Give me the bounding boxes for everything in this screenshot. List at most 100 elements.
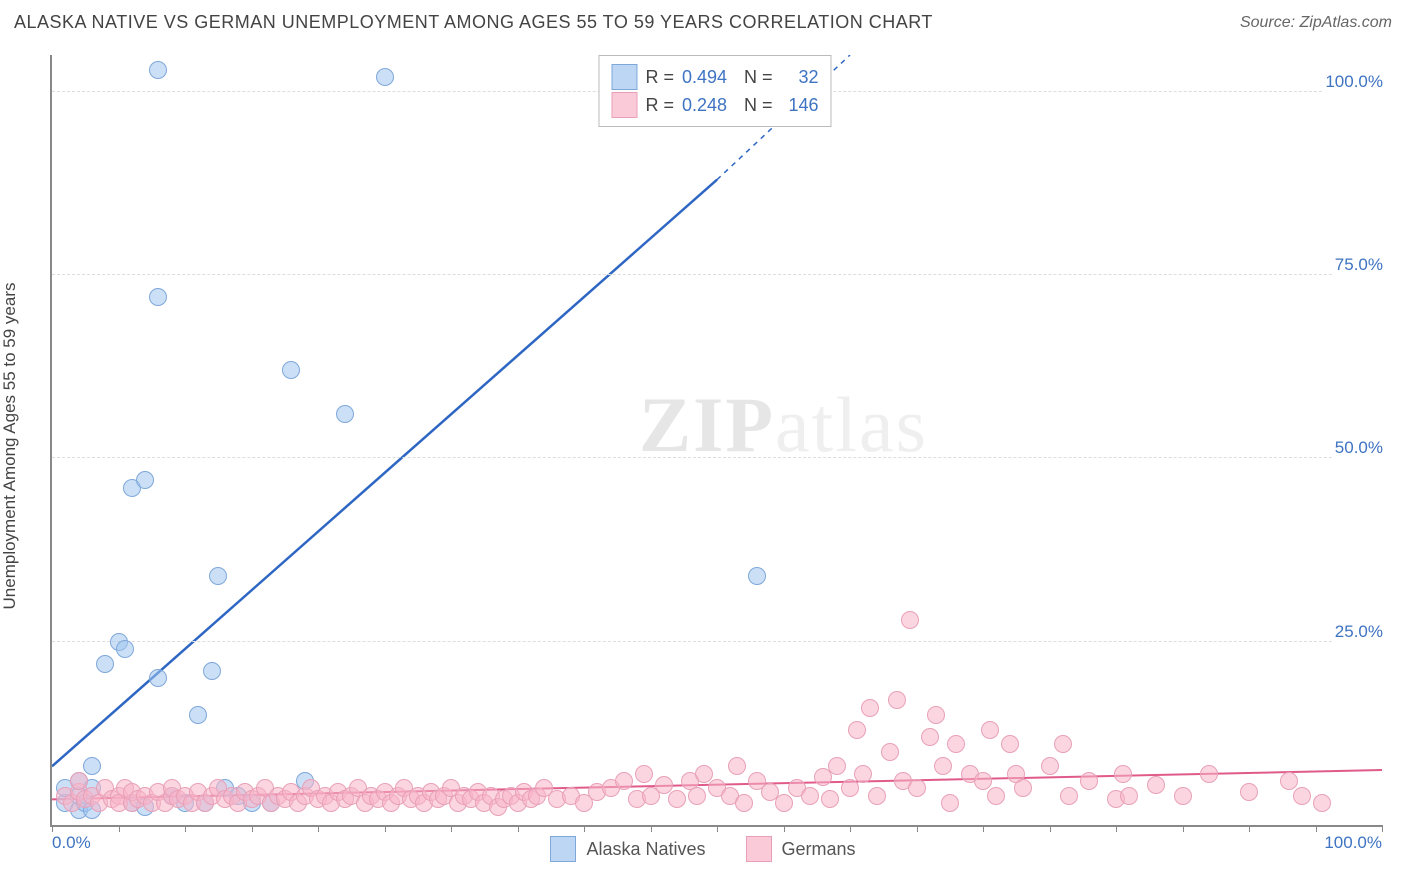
- x-tick: [518, 825, 519, 832]
- data-point: [336, 405, 354, 423]
- legend-label: Alaska Natives: [586, 839, 705, 860]
- x-tick: [651, 825, 652, 832]
- data-point: [841, 779, 859, 797]
- data-point: [854, 765, 872, 783]
- data-point: [635, 765, 653, 783]
- data-point: [801, 787, 819, 805]
- data-point: [615, 772, 633, 790]
- data-point: [775, 794, 793, 812]
- data-point: [1080, 772, 1098, 790]
- data-point: [941, 794, 959, 812]
- y-axis-label: Unemployment Among Ages 55 to 59 years: [0, 283, 20, 610]
- gridline: [52, 274, 1382, 275]
- data-point: [888, 691, 906, 709]
- data-point: [203, 662, 221, 680]
- data-point: [1120, 787, 1138, 805]
- data-point: [1014, 779, 1032, 797]
- data-point: [868, 787, 886, 805]
- data-point: [848, 721, 866, 739]
- data-point: [189, 706, 207, 724]
- x-tick: [52, 825, 53, 832]
- data-point: [1313, 794, 1331, 812]
- data-point: [376, 68, 394, 86]
- data-point: [934, 757, 952, 775]
- data-point: [861, 699, 879, 717]
- data-point: [668, 790, 686, 808]
- x-tick: [1249, 825, 1250, 832]
- r-label: R =: [645, 95, 674, 116]
- x-tick: [252, 825, 253, 832]
- data-point: [1060, 787, 1078, 805]
- data-point: [748, 567, 766, 585]
- data-point: [1054, 735, 1072, 753]
- plot-region: ZIPatlas 25.0%50.0%75.0%100.0%0.0%100.0%: [50, 55, 1382, 827]
- data-point: [136, 471, 154, 489]
- gridline: [52, 641, 1382, 642]
- chart-area: ZIPatlas 25.0%50.0%75.0%100.0%0.0%100.0%…: [50, 55, 1380, 825]
- x-tick: [185, 825, 186, 832]
- x-tick: [983, 825, 984, 832]
- data-point: [728, 757, 746, 775]
- data-point: [974, 772, 992, 790]
- n-value: 32: [781, 67, 819, 88]
- x-tick: [1050, 825, 1051, 832]
- trend-lines: [52, 55, 1382, 825]
- data-point: [96, 655, 114, 673]
- y-tick-label: 100.0%: [1323, 72, 1385, 92]
- data-point: [282, 361, 300, 379]
- data-point: [149, 61, 167, 79]
- x-tick: [318, 825, 319, 832]
- data-point: [1147, 776, 1165, 794]
- data-point: [908, 779, 926, 797]
- gridline: [52, 457, 1382, 458]
- r-value: 0.248: [682, 95, 736, 116]
- data-point: [116, 640, 134, 658]
- data-point: [209, 567, 227, 585]
- legend-swatch-icon: [550, 836, 576, 862]
- stats-row: R =0.248N =146: [611, 92, 818, 118]
- data-point: [987, 787, 1005, 805]
- data-point: [1293, 787, 1311, 805]
- x-tick: [1116, 825, 1117, 832]
- x-tick: [119, 825, 120, 832]
- x-tick: [1382, 825, 1383, 832]
- x-tick: [1183, 825, 1184, 832]
- data-point: [149, 288, 167, 306]
- x-tick: [784, 825, 785, 832]
- series-swatch-icon: [611, 92, 637, 118]
- data-point: [735, 794, 753, 812]
- data-point: [821, 790, 839, 808]
- data-point: [981, 721, 999, 739]
- x-tick: [1316, 825, 1317, 832]
- data-point: [1114, 765, 1132, 783]
- data-point: [1174, 787, 1192, 805]
- x-tick: [717, 825, 718, 832]
- data-point: [947, 735, 965, 753]
- y-tick-label: 50.0%: [1333, 438, 1385, 458]
- series-swatch-icon: [611, 64, 637, 90]
- legend-label: Germans: [782, 839, 856, 860]
- x-tick: [584, 825, 585, 832]
- stats-row: R = 0.494 N = 32: [611, 64, 818, 90]
- data-point: [1200, 765, 1218, 783]
- data-point: [83, 757, 101, 775]
- data-point: [1240, 783, 1258, 801]
- data-point: [881, 743, 899, 761]
- header: ALASKA NATIVE VS GERMAN UNEMPLOYMENT AMO…: [14, 12, 1392, 33]
- data-point: [70, 772, 88, 790]
- r-label: R =: [645, 67, 674, 88]
- series-legend: Alaska Natives Germans: [0, 836, 1406, 862]
- data-point: [655, 776, 673, 794]
- chart-title: ALASKA NATIVE VS GERMAN UNEMPLOYMENT AMO…: [14, 12, 933, 33]
- source-attribution: Source: ZipAtlas.com: [1240, 14, 1392, 32]
- n-label: N =: [744, 95, 773, 116]
- data-point: [828, 757, 846, 775]
- y-tick-label: 75.0%: [1333, 255, 1385, 275]
- n-label: N =: [744, 67, 773, 88]
- data-point: [149, 669, 167, 687]
- data-point: [1001, 735, 1019, 753]
- data-point: [921, 728, 939, 746]
- data-point: [901, 611, 919, 629]
- r-value: 0.494: [682, 67, 736, 88]
- data-point: [695, 765, 713, 783]
